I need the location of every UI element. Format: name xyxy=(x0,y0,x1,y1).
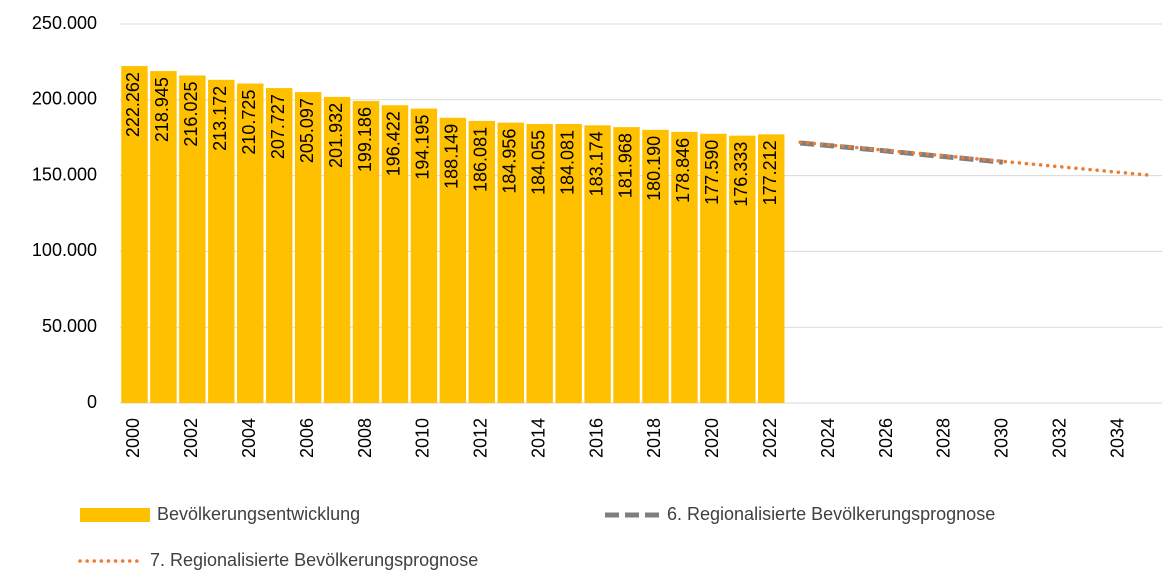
x-tick-label: 2010 xyxy=(413,418,433,458)
bar xyxy=(410,108,438,404)
data-label: 210.725 xyxy=(239,90,259,155)
data-label: 184.055 xyxy=(528,130,548,195)
data-label: 181.968 xyxy=(615,133,635,198)
x-tick-label: 2034 xyxy=(1107,418,1127,458)
y-tick-label: 200.000 xyxy=(32,89,97,109)
bar xyxy=(700,133,727,403)
bar xyxy=(381,105,409,404)
bar xyxy=(497,122,524,404)
data-label: 177.590 xyxy=(702,140,722,205)
data-label: 199.186 xyxy=(355,107,375,172)
x-tick-label: 2012 xyxy=(471,418,491,458)
bar xyxy=(555,123,582,404)
x-tick-label: 2028 xyxy=(934,418,954,458)
line xyxy=(799,140,1004,165)
x-tick-label: 2030 xyxy=(992,418,1012,458)
bar xyxy=(237,83,264,404)
x-tick-label: 2004 xyxy=(239,418,259,458)
bar xyxy=(584,125,611,403)
data-label: 188.149 xyxy=(442,124,462,189)
bar xyxy=(671,131,698,404)
data-label: 216.025 xyxy=(181,82,201,147)
y-tick-label: 100.000 xyxy=(32,240,97,260)
data-label: 201.932 xyxy=(326,103,346,168)
legend-label: Bevölkerungsentwicklung xyxy=(157,504,360,524)
bar xyxy=(179,75,206,403)
x-tick-label: 2024 xyxy=(818,418,838,458)
bar xyxy=(613,127,640,404)
x-tick-label: 2000 xyxy=(123,418,143,458)
data-label: 184.956 xyxy=(500,129,520,194)
data-label: 196.422 xyxy=(384,111,404,176)
data-label: 178.846 xyxy=(673,138,693,203)
bar xyxy=(294,92,322,404)
x-tick-label: 2020 xyxy=(702,418,722,458)
bar xyxy=(150,71,177,403)
x-tick-label: 2016 xyxy=(586,418,606,458)
x-tick-label: 2032 xyxy=(1049,418,1069,458)
data-label: 180.190 xyxy=(644,136,664,201)
data-label: 194.195 xyxy=(413,115,433,180)
data-label: 186.081 xyxy=(471,127,491,192)
y-tick-label: 0 xyxy=(87,392,97,412)
bar xyxy=(208,79,235,404)
legend-swatch xyxy=(80,508,150,522)
legend-label: 7. Regionalisierte Bevölkerungsprognose xyxy=(150,550,478,570)
data-label: 207.727 xyxy=(268,94,288,159)
data-label: 222.262 xyxy=(123,72,143,137)
x-tick-label: 2002 xyxy=(181,418,201,458)
x-tick-label: 2014 xyxy=(528,418,548,458)
data-label: 176.333 xyxy=(731,142,751,207)
data-label: 177.212 xyxy=(760,140,780,205)
y-tick-label: 150.000 xyxy=(32,164,97,184)
bar xyxy=(468,120,496,403)
bar xyxy=(352,101,380,403)
x-tick-label: 2006 xyxy=(297,418,317,458)
data-label: 218.945 xyxy=(152,77,172,142)
bar xyxy=(758,134,785,403)
bar xyxy=(526,123,553,403)
data-label: 205.097 xyxy=(297,98,317,163)
line xyxy=(798,140,1150,177)
data-label: 184.081 xyxy=(557,130,577,195)
y-tick-label: 50.000 xyxy=(42,316,97,336)
bar xyxy=(642,129,669,403)
data-label: 213.172 xyxy=(210,86,230,151)
x-tick-label: 2026 xyxy=(876,418,896,458)
x-tick-label: 2018 xyxy=(644,418,664,458)
bar xyxy=(323,96,351,403)
bar xyxy=(121,66,148,403)
bar xyxy=(439,117,467,403)
x-tick-label: 2022 xyxy=(760,418,780,458)
bar xyxy=(265,88,293,403)
bar xyxy=(729,135,756,403)
data-label: 183.174 xyxy=(586,131,606,196)
x-tick-label: 2008 xyxy=(355,418,375,458)
y-tick-label: 250.000 xyxy=(32,13,97,33)
legend-label: 6. Regionalisierte Bevölkerungsprognose xyxy=(667,504,995,524)
